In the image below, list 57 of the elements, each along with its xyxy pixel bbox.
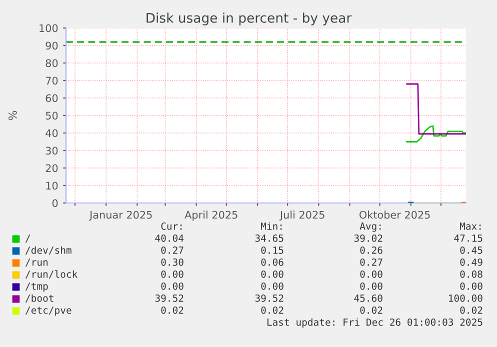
- legend-label: /etc/pve: [25, 306, 72, 316]
- text: Cur:: [161, 222, 182, 230]
- x-tick-label: Januar 2025: [89, 210, 152, 221]
- legend-label: /dev/shm: [25, 246, 72, 255]
- text: 0.00: [261, 270, 284, 278]
- text: 39.02: [354, 234, 382, 242]
- y-tick-label: 80: [46, 59, 58, 68]
- text: 0.49: [460, 258, 482, 266]
- legend-label: /: [25, 234, 30, 243]
- text: 0.00: [460, 282, 482, 290]
- y-axis-title: %: [8, 110, 17, 120]
- y-tick-label: 70: [46, 76, 58, 85]
- text: 39.52: [255, 294, 284, 302]
- y-tick-label: 90: [46, 42, 58, 50]
- y-tick-label: 60: [46, 94, 58, 102]
- text: 0.15: [261, 246, 284, 254]
- text: 0.27: [360, 258, 382, 266]
- text: 0.08: [460, 270, 482, 278]
- text: 39.52: [155, 294, 184, 302]
- legend-label: /run/lock: [25, 270, 78, 279]
- y-tick-label: 0: [52, 199, 58, 208]
- text: Avg:: [360, 222, 381, 232]
- text: 40.04: [155, 234, 184, 242]
- text: 0.02: [161, 306, 184, 314]
- text: 0.00: [360, 270, 382, 278]
- y-tick-label: 20: [46, 164, 58, 172]
- text: 0.02: [460, 306, 482, 314]
- x-tick-label: Oktober 2025: [360, 210, 430, 219]
- text: 47.15: [454, 234, 482, 242]
- legend-label: /run: [25, 258, 48, 267]
- text: 0.02: [261, 306, 284, 314]
- text: 0.00: [161, 270, 184, 278]
- y-tick-label: 40: [46, 129, 58, 138]
- text: 0.45: [460, 246, 482, 254]
- text: 0.06: [261, 258, 284, 266]
- y-tick-label: 50: [46, 112, 58, 120]
- text: 0.26: [360, 246, 382, 254]
- y-tick-label: 10: [46, 182, 58, 190]
- y-tick-label: 30: [46, 146, 58, 155]
- text: 0.00: [161, 282, 184, 290]
- text: Max:: [460, 222, 481, 230]
- legend-label: /boot: [25, 294, 54, 303]
- text: 0.00: [360, 282, 382, 290]
- x-tick-label: Juli 2025: [279, 210, 324, 221]
- text: 100.00: [449, 294, 482, 302]
- text: 45.60: [354, 294, 382, 302]
- chart-title: Disk usage in percent - by year: [146, 12, 352, 26]
- text: 34.65: [255, 234, 284, 242]
- legend-label: /tmp: [25, 282, 48, 292]
- y-tick-label: 100: [40, 24, 58, 32]
- text: 0.27: [161, 246, 184, 254]
- text: Last update: Fri Dec 26 01:00:03 2025: [267, 318, 482, 328]
- text: Min:: [260, 222, 282, 230]
- text: 0.30: [161, 258, 184, 266]
- text: 0.00: [261, 282, 284, 290]
- x-tick-label: April 2025: [184, 210, 238, 221]
- text: 0.02: [360, 306, 382, 314]
